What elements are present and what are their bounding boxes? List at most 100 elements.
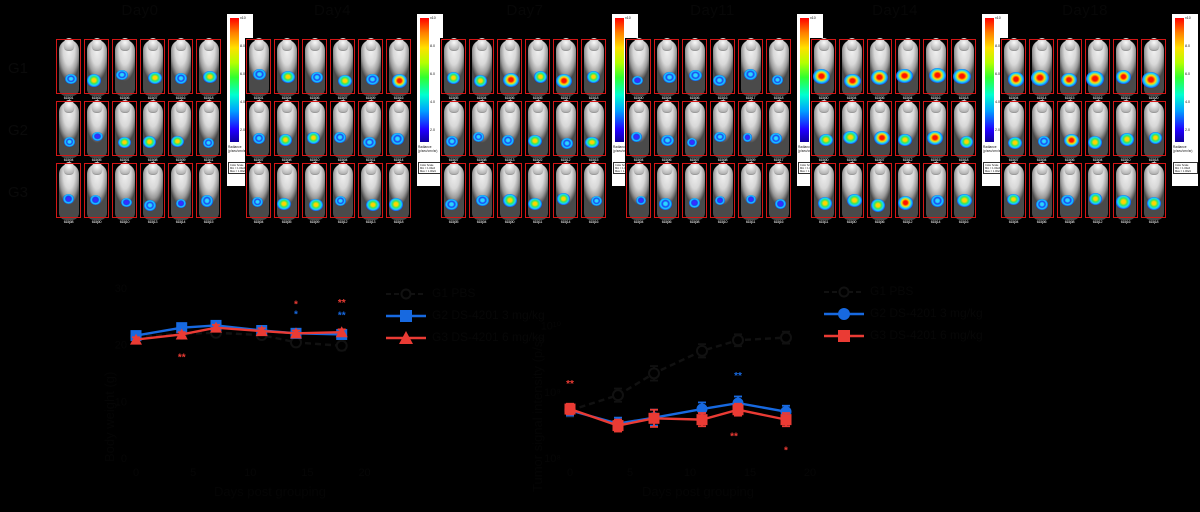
imaging-mouse-thumbnail[interactable]: 615j15 [1056, 38, 1083, 100]
imaging-mouse-thumbnail[interactable]: 615j18 [580, 38, 607, 100]
imaging-mouse-thumbnail[interactable]: 615j16 [709, 38, 736, 100]
roi-box[interactable] [196, 101, 221, 156]
roi-box[interactable] [895, 39, 920, 94]
roi-box[interactable] [1029, 39, 1054, 94]
data-point-marker[interactable] [732, 334, 744, 347]
imaging-mouse-thumbnail[interactable]: 615j17 [765, 100, 792, 162]
imaging-mouse-thumbnail[interactable]: 615j07 [139, 38, 166, 100]
imaging-mouse-thumbnail[interactable]: 615j12 [552, 100, 579, 162]
roi-box[interactable] [895, 101, 920, 156]
roi-box[interactable] [710, 39, 735, 94]
imaging-mouse-thumbnail[interactable]: 615j07 [440, 100, 467, 162]
imaging-mouse-thumbnail[interactable]: 615j18 [385, 162, 412, 224]
imaging-mouse-thumbnail[interactable]: 615j04 [468, 162, 495, 224]
data-point-marker[interactable] [290, 336, 302, 349]
imaging-mouse-thumbnail[interactable]: 615j04 [625, 100, 652, 162]
roi-box[interactable] [738, 163, 763, 218]
roi-box[interactable] [246, 163, 271, 218]
imaging-mouse-thumbnail[interactable]: 615j16 [765, 162, 792, 224]
roi-box[interactable] [112, 163, 137, 218]
roi-box[interactable] [168, 39, 193, 94]
imaging-mouse-thumbnail[interactable]: 615j01 [55, 38, 82, 100]
roi-box[interactable] [168, 101, 193, 156]
roi-box[interactable] [1001, 163, 1026, 218]
imaging-mouse-thumbnail[interactable]: 615j04 [1028, 100, 1055, 162]
roi-box[interactable] [497, 163, 522, 218]
imaging-mouse-thumbnail[interactable]: 615j04 [245, 162, 272, 224]
roi-box[interactable] [441, 39, 466, 94]
roi-box[interactable] [766, 163, 791, 218]
roi-box[interactable] [553, 163, 578, 218]
data-point-marker[interactable] [210, 321, 222, 333]
roi-box[interactable] [766, 39, 791, 94]
roi-box[interactable] [553, 39, 578, 94]
roi-box[interactable] [867, 163, 892, 218]
imaging-mouse-thumbnail[interactable]: 615j00 [496, 162, 523, 224]
imaging-mouse-thumbnail[interactable]: 615j07 [681, 100, 708, 162]
imaging-mouse-thumbnail[interactable]: 615j14 [385, 100, 412, 162]
imaging-mouse-thumbnail[interactable]: 615j05 [440, 162, 467, 224]
roi-box[interactable] [1029, 101, 1054, 156]
imaging-mouse-thumbnail[interactable]: 615j15 [195, 162, 222, 224]
imaging-mouse-thumbnail[interactable]: 615j08 [709, 100, 736, 162]
roi-box[interactable] [626, 39, 651, 94]
roi-box[interactable] [469, 101, 494, 156]
imaging-mouse-thumbnail[interactable]: 615j07 [329, 38, 356, 100]
roi-box[interactable] [682, 163, 707, 218]
imaging-mouse-thumbnail[interactable]: 615j18 [950, 100, 977, 162]
roi-box[interactable] [302, 101, 327, 156]
imaging-mouse-thumbnail[interactable]: 615j13 [496, 100, 523, 162]
imaging-mouse-thumbnail[interactable]: 615j04 [1000, 38, 1027, 100]
imaging-mouse-thumbnail[interactable]: 615j04 [329, 100, 356, 162]
imaging-mouse-thumbnail[interactable]: 615j06 [301, 38, 328, 100]
imaging-mouse-thumbnail[interactable]: 615j16 [385, 38, 412, 100]
roi-box[interactable] [626, 101, 651, 156]
imaging-mouse-thumbnail[interactable]: 615j18 [1140, 162, 1167, 224]
data-point-marker[interactable] [335, 339, 348, 352]
roi-box[interactable] [1001, 39, 1026, 94]
imaging-mouse-thumbnail[interactable]: 615j06 [653, 162, 680, 224]
imaging-mouse-thumbnail[interactable]: 615j08 [139, 100, 166, 162]
roi-box[interactable] [140, 163, 165, 218]
imaging-mouse-thumbnail[interactable]: 615j15 [580, 100, 607, 162]
roi-box[interactable] [358, 101, 383, 156]
imaging-mouse-thumbnail[interactable]: 615j04 [273, 38, 300, 100]
imaging-mouse-thumbnail[interactable]: 615j06 [866, 162, 893, 224]
imaging-mouse-thumbnail[interactable]: 615j08 [681, 162, 708, 224]
data-point-marker[interactable] [176, 322, 188, 334]
roi-box[interactable] [525, 163, 550, 218]
imaging-mouse-thumbnail[interactable]: 615j07 [1000, 100, 1027, 162]
data-point-marker[interactable] [130, 333, 142, 345]
data-point-marker[interactable] [612, 420, 624, 432]
imaging-mouse-thumbnail[interactable]: 615j02 [83, 38, 110, 100]
data-point-marker[interactable] [290, 327, 302, 339]
imaging-mouse-thumbnail[interactable]: 615j08 [273, 100, 300, 162]
roi-box[interactable] [84, 101, 109, 156]
imaging-mouse-thumbnail[interactable]: 615j11 [737, 162, 764, 224]
data-point-marker[interactable] [696, 414, 708, 426]
roi-box[interactable] [274, 39, 299, 94]
roi-box[interactable] [1141, 163, 1166, 218]
data-point-marker[interactable] [648, 367, 660, 380]
roi-box[interactable] [1057, 163, 1082, 218]
imaging-mouse-thumbnail[interactable]: 615j04 [894, 38, 921, 100]
roi-box[interactable] [497, 101, 522, 156]
imaging-mouse-thumbnail[interactable]: 615j18 [1140, 100, 1167, 162]
roi-box[interactable] [654, 163, 679, 218]
imaging-mouse-thumbnail[interactable]: 615j11 [810, 162, 837, 224]
roi-box[interactable] [112, 101, 137, 156]
roi-box[interactable] [56, 101, 81, 156]
roi-box[interactable] [386, 101, 411, 156]
imaging-mouse-thumbnail[interactable]: 615j12 [894, 100, 921, 162]
roi-box[interactable] [1085, 39, 1110, 94]
roi-box[interactable] [839, 101, 864, 156]
roi-box[interactable] [867, 101, 892, 156]
roi-box[interactable] [196, 39, 221, 94]
roi-box[interactable] [867, 39, 892, 94]
roi-box[interactable] [469, 39, 494, 94]
imaging-mouse-thumbnail[interactable]: 615j18 [950, 38, 977, 100]
roi-box[interactable] [386, 39, 411, 94]
imaging-mouse-thumbnail[interactable]: 615j06 [496, 38, 523, 100]
data-point-marker[interactable] [612, 389, 624, 402]
imaging-mouse-thumbnail[interactable]: 615j11 [357, 100, 384, 162]
